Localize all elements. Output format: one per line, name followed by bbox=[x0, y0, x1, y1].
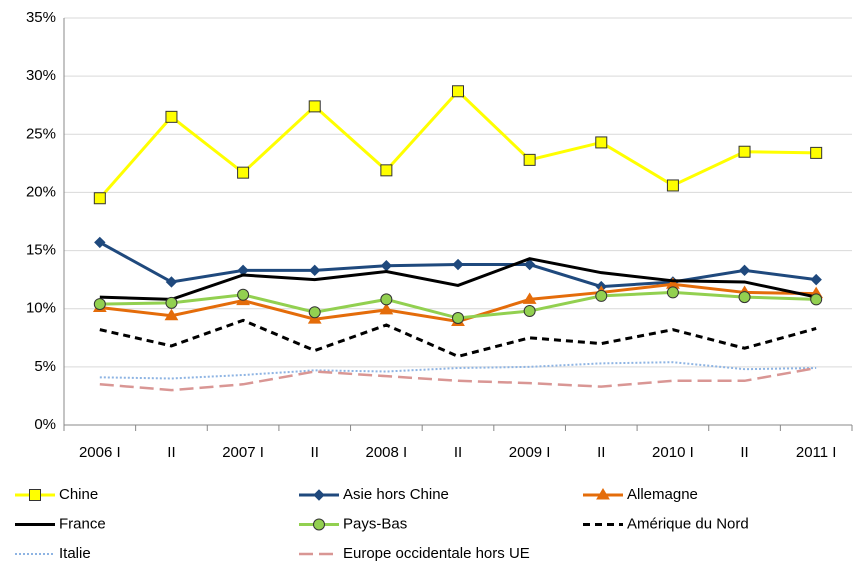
series bbox=[93, 286, 823, 325]
marker bbox=[738, 264, 751, 277]
legend-label: Asie hors Chine bbox=[343, 486, 449, 503]
marker bbox=[523, 305, 536, 318]
marker bbox=[308, 306, 321, 319]
y-tick-label: 0% bbox=[34, 416, 56, 433]
marker bbox=[522, 292, 537, 304]
x-tick-label: 2011 I bbox=[796, 444, 837, 461]
marker bbox=[738, 145, 751, 158]
marker bbox=[523, 153, 536, 166]
series-line bbox=[98, 89, 817, 200]
x-tick-label: 2008 I bbox=[366, 444, 408, 461]
series-line bbox=[99, 366, 817, 392]
marker bbox=[165, 110, 178, 123]
marker bbox=[595, 136, 608, 149]
legend-label: Chine bbox=[59, 486, 98, 503]
series-line bbox=[99, 318, 817, 358]
x-tick-label: 2010 I bbox=[652, 444, 694, 461]
marker bbox=[94, 236, 106, 249]
y-tick-label: 10% bbox=[26, 300, 56, 317]
marker bbox=[523, 258, 536, 271]
marker bbox=[666, 286, 679, 299]
x-tick-label: II bbox=[311, 444, 319, 461]
marker bbox=[666, 179, 679, 192]
x-tick-label: II bbox=[597, 444, 605, 461]
legend-marker bbox=[29, 489, 41, 501]
series bbox=[99, 361, 817, 380]
legend-marker bbox=[313, 489, 325, 501]
series bbox=[99, 318, 817, 358]
series-line bbox=[99, 257, 817, 301]
marker bbox=[380, 293, 393, 306]
series bbox=[94, 236, 822, 293]
series bbox=[93, 85, 823, 205]
x-tick-label: 2007 I bbox=[222, 444, 264, 461]
x-tick-label: II bbox=[740, 444, 748, 461]
y-tick-label: 30% bbox=[26, 67, 56, 84]
y-tick-label: 15% bbox=[26, 242, 56, 259]
marker bbox=[164, 308, 179, 321]
marker bbox=[165, 296, 178, 309]
marker bbox=[452, 312, 464, 325]
marker bbox=[380, 164, 393, 177]
marker bbox=[237, 288, 250, 301]
legend-label: Pays-Bas bbox=[343, 515, 407, 532]
y-tick-label: 25% bbox=[26, 125, 56, 142]
marker bbox=[810, 273, 822, 286]
marker bbox=[738, 291, 751, 304]
marker bbox=[308, 100, 321, 113]
y-tick-label: 20% bbox=[26, 183, 56, 200]
series bbox=[99, 366, 817, 392]
marker bbox=[810, 293, 823, 306]
legend-label: Europe occidentale hors UE bbox=[343, 545, 530, 562]
marker bbox=[810, 146, 823, 159]
marker bbox=[380, 259, 393, 272]
marker bbox=[379, 302, 394, 315]
legend-label: Italie bbox=[59, 545, 91, 562]
marker bbox=[309, 264, 321, 277]
marker bbox=[93, 298, 106, 311]
series bbox=[99, 257, 817, 301]
legend-label: Amérique du Nord bbox=[627, 515, 749, 532]
series-line bbox=[99, 361, 817, 380]
legend-marker bbox=[313, 518, 325, 531]
legend-marker bbox=[596, 488, 610, 500]
marker bbox=[93, 192, 106, 205]
legend-label: Allemagne bbox=[627, 486, 698, 503]
x-tick-label: 2006 I bbox=[79, 444, 121, 461]
y-tick-label: 5% bbox=[34, 358, 56, 375]
legend-label: France bbox=[59, 515, 106, 532]
y-tick-label: 35% bbox=[26, 9, 56, 26]
marker bbox=[595, 289, 608, 302]
marker bbox=[452, 85, 464, 98]
x-tick-label: 2009 I bbox=[509, 444, 551, 461]
marker bbox=[237, 166, 250, 179]
marker bbox=[165, 276, 178, 288]
marker bbox=[452, 258, 464, 271]
x-tick-label: II bbox=[167, 444, 175, 461]
x-tick-label: II bbox=[454, 444, 462, 461]
